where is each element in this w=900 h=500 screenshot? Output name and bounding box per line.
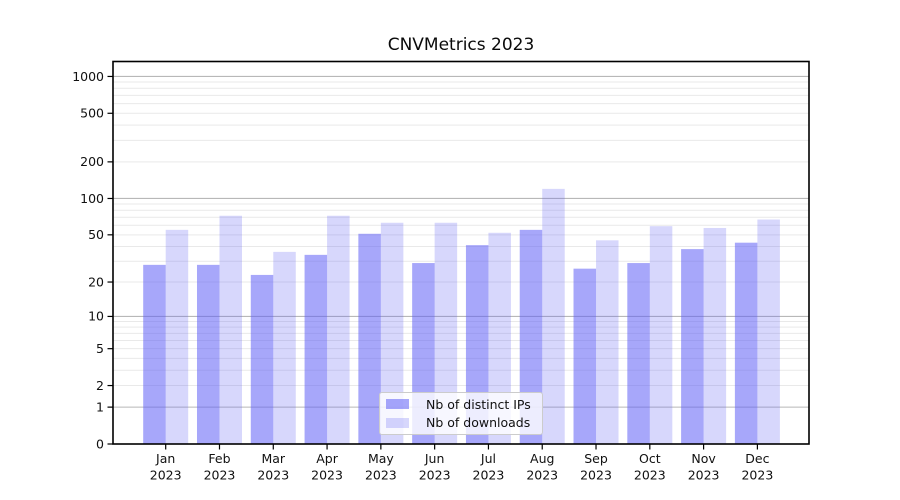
x-tick-label-month: Jun [424,451,445,466]
x-tick-label-month: Sep [584,451,608,466]
plot-frame [112,60,810,445]
x-tick-label-month: Aug [530,451,554,466]
y-tick-label: 2 [96,378,104,393]
x-tick-label-month: May [368,451,394,466]
bar-nb-of-downloads-mar [273,251,296,444]
bar-nb-of-distinct-ips-jan [143,264,166,444]
legend-label-distinct-ips: Nb of distinct IPs [426,396,531,412]
y-tick-label: 1 [96,399,104,414]
bar-nb-of-downloads-may [380,222,404,444]
x-tick-label-month: Oct [639,451,661,466]
bar-nb-of-downloads-oct [649,226,673,444]
x-tick-label-year: 2023 [150,468,182,483]
y-tick-label: 100 [80,191,104,206]
x-tick-label-month: Jan [155,451,175,466]
bar-nb-of-distinct-ips-feb [196,264,220,444]
legend-swatch-downloads [386,417,409,428]
x-tick-label-month: Dec [745,451,769,466]
chart-title: CNVMetrics 2023 [387,35,535,55]
bar-nb-of-distinct-ips-mar [250,274,274,444]
bar-nb-of-downloads-dec [757,219,780,444]
x-tick-label-month: Mar [261,451,285,466]
x-tick-label-year: 2023 [473,468,505,483]
bar-nb-of-distinct-ips-oct [627,263,650,444]
bar-nb-of-downloads-jul [488,232,511,444]
x-tick-label-month: Apr [316,451,338,466]
bar-nb-of-distinct-ips-aug [519,229,543,444]
bar-nb-of-downloads-apr [327,215,350,444]
x-tick-label-month: Feb [208,451,230,466]
bar-nb-of-distinct-ips-nov [681,249,704,444]
bar-nb-of-downloads-jan [165,229,189,444]
bar-nb-of-distinct-ips-sep [573,268,597,444]
bar-nb-of-distinct-ips-dec [734,242,758,444]
legend-label-downloads: Nb of downloads [426,415,531,431]
legend-item-downloads: Nb of downloads [386,415,542,431]
y-tick-label: 50 [88,227,104,242]
bar-nb-of-distinct-ips-apr [304,254,328,444]
x-tick-label-year: 2023 [634,468,666,483]
bar-nb-of-downloads-jun [434,222,458,444]
legend: Nb of distinct IPs Nb of downloads [379,392,543,435]
y-tick-label: 500 [80,106,104,121]
legend-item-distinct-ips: Nb of distinct IPs [386,396,542,412]
y-tick-label: 0 [96,436,104,451]
x-tick-label-year: 2023 [580,468,612,483]
y-tick-label: 1000 [72,69,104,84]
bar-nb-of-downloads-aug [542,188,565,444]
bar-nb-of-downloads-feb [219,215,242,444]
x-tick-label-year: 2023 [526,468,558,483]
x-tick-label-year: 2023 [688,468,720,483]
y-tick-label: 200 [80,154,104,169]
y-tick-label: 5 [96,341,104,356]
y-tick-label: 10 [88,309,104,324]
x-tick-label-month: Jul [480,451,496,466]
legend-swatch-distinct-ips [386,399,409,410]
bar-nb-of-downloads-sep [596,240,619,444]
x-tick-label-year: 2023 [741,468,773,483]
x-tick-label-year: 2023 [419,468,451,483]
x-tick-label-year: 2023 [257,468,289,483]
x-tick-label-month: Nov [691,451,716,466]
bar-nb-of-distinct-ips-may [358,233,381,444]
bar-nb-of-downloads-nov [703,227,727,444]
x-tick-label-year: 2023 [204,468,236,483]
x-tick-label-year: 2023 [365,468,397,483]
y-tick-label: 20 [88,274,104,289]
x-tick-label-year: 2023 [311,468,343,483]
